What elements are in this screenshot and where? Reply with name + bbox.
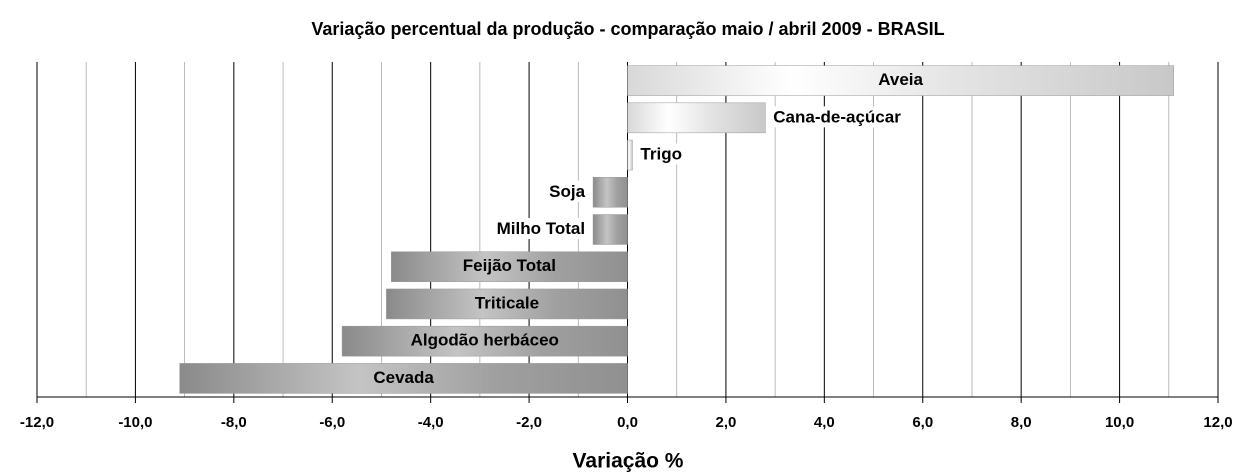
x-tick-label: -8,0 xyxy=(221,414,247,431)
x-tick-label: 4,0 xyxy=(814,414,835,431)
bar xyxy=(627,102,766,134)
category-label: Algodão herbáceo xyxy=(411,331,559,350)
category-label: Cana-de-açúcar xyxy=(773,107,901,126)
label-background xyxy=(771,106,904,128)
chart-title: Variação percentual da produção - compar… xyxy=(311,19,944,39)
x-tick-label: 6,0 xyxy=(912,414,933,431)
x-tick-label: -4,0 xyxy=(418,414,444,431)
x-tick-label: 2,0 xyxy=(715,414,736,431)
category-label: Soja xyxy=(549,182,585,201)
x-tick-label: 0,0 xyxy=(617,414,638,431)
bar xyxy=(391,251,628,282)
bar xyxy=(341,325,628,357)
bar xyxy=(627,65,1174,96)
x-tick-label: -12,0 xyxy=(20,414,54,431)
bar xyxy=(627,139,633,171)
x-tick-label: 10,0 xyxy=(1105,414,1134,431)
x-tick-label: -6,0 xyxy=(319,414,345,431)
category-label: Trigo xyxy=(640,145,682,164)
category-label: Milho Total xyxy=(497,219,585,238)
label-background xyxy=(638,143,684,165)
label-background xyxy=(547,180,588,202)
x-tick-label: 12,0 xyxy=(1203,414,1232,431)
category-label: Triticale xyxy=(475,293,539,312)
bar xyxy=(386,288,628,320)
bar xyxy=(592,177,628,208)
x-tick-label: -2,0 xyxy=(516,414,542,431)
label-background xyxy=(494,217,588,239)
bar xyxy=(592,214,628,245)
x-tick-label: 8,0 xyxy=(1011,414,1032,431)
x-tick-label: -10,0 xyxy=(118,414,152,431)
bar xyxy=(179,363,628,394)
category-label: Cevada xyxy=(373,368,434,387)
category-label: Aveia xyxy=(878,70,923,89)
category-label: Feijão Total xyxy=(463,256,556,275)
x-axis-label: Variação % xyxy=(573,450,684,473)
